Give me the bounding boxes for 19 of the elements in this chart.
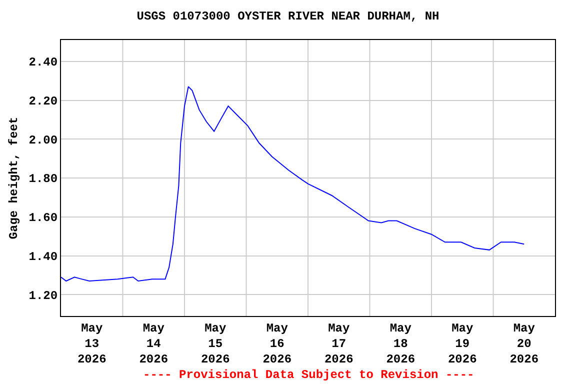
line-series: [61, 86, 525, 282]
x-tick-label: May 18 2026: [386, 321, 416, 367]
y-tick-label: 2.00: [28, 133, 58, 148]
x-tick-label: May 20 2026: [510, 321, 539, 367]
y-tick-label: 1.20: [28, 288, 58, 303]
y-tick-label: 2.40: [28, 56, 58, 70]
x-tick-label: May 19 2026: [448, 321, 477, 367]
y-tick-label: 2.20: [28, 94, 58, 108]
x-tick-label: May 17 2026: [324, 321, 354, 367]
y-tick-label: 1.40: [28, 250, 58, 264]
y-axis-title: Gage height, feet: [7, 116, 22, 240]
x-tick-label: May 13 2026: [77, 321, 106, 367]
x-tick-label: May 14 2026: [139, 321, 168, 367]
y-tick-label: 1.60: [28, 211, 58, 226]
text: ---- Provisional Data Subject to Revision ----: [143, 368, 474, 382]
chart-title: USGS 01073000 OYSTER RIVER NEAR DURHAM, NH: [136, 10, 440, 24]
y-tick-label: 1.80: [28, 172, 58, 186]
x-tick-label: May 15 2026: [200, 321, 230, 367]
x-tick-label: May 16 2026: [262, 321, 292, 367]
